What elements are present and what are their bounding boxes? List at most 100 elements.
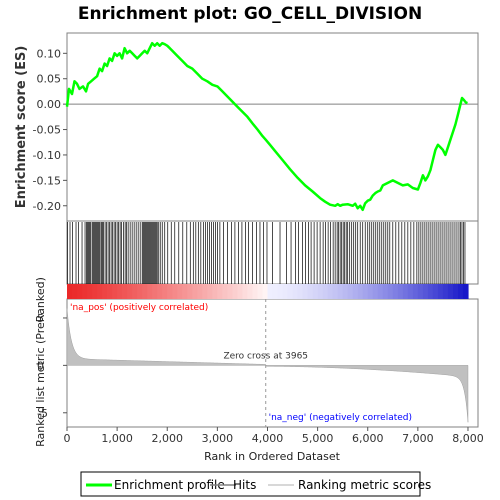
es-panel-frame — [66, 32, 479, 222]
rank-color-strip-segment — [332, 284, 339, 299]
rank-color-strip-segment — [337, 284, 344, 299]
rank-color-strip-segment — [302, 284, 309, 299]
x-axis: 0 1,000 2,000 3,000 4,000 5,000 6,000 7,000 8,00… — [64, 427, 484, 445]
hits-panel — [67, 222, 469, 299]
rank-color-strip-segment — [442, 284, 449, 299]
rank-color-strip-segment — [342, 284, 349, 299]
rank-color-strip-segment — [372, 284, 379, 299]
rank-color-strip-segment — [432, 284, 439, 299]
rank-panel: 5 0 -5 Zero cross at 3965 'na_pos' (positive… — [37, 299, 469, 427]
x-tick-label: 5,000 — [302, 432, 334, 445]
rank-color-strip-segment — [232, 284, 239, 299]
rank-color-strip-segment — [282, 284, 289, 299]
rank-color-strip-segment — [117, 284, 123, 299]
zero-cross-label: Zero cross at 3965 — [223, 351, 308, 361]
es-axis-label: Enrichment score (ES) — [14, 46, 29, 209]
rank-color-strip-segment — [237, 284, 244, 299]
rank-color-strip-segment — [352, 284, 359, 299]
es-panel: 0.10 0.05 0.00 -0.05 -0.10 -0.15 -0.20 — [33, 41, 478, 213]
rank-color-strip-segment — [307, 284, 314, 299]
rank-ytick-label: 5 — [37, 312, 44, 325]
rank-color-strip-segment — [207, 284, 213, 299]
rank-color-strip-segment — [82, 284, 88, 299]
rank-color-strip-segment — [262, 284, 269, 299]
rank-color-strip-segment — [347, 284, 354, 299]
rank-color-strip-segment — [167, 284, 173, 299]
rank-color-strip-segment — [137, 284, 143, 299]
x-tick-label: 8,000 — [452, 432, 484, 445]
es-ytick-label: -0.15 — [33, 174, 61, 187]
x-tick-label: 2,000 — [151, 432, 183, 445]
rank-color-strip-segment — [112, 284, 118, 299]
rank-color-strip-segment — [382, 284, 389, 299]
es-ytick-label: -0.05 — [33, 124, 61, 137]
rank-color-strip-segment — [317, 284, 324, 299]
rank-color-strip-segment — [212, 284, 218, 299]
rank-color-strip-segment — [147, 284, 153, 299]
rank-color-strip-segment — [437, 284, 444, 299]
rank-color-strip-segment — [132, 284, 138, 299]
rank-color-strip-segment — [92, 284, 98, 299]
rank-color-strip-segment — [217, 284, 223, 299]
es-ytick-label: 0.05 — [37, 73, 62, 86]
rank-color-strip-segment — [187, 284, 193, 299]
rank-color-strip-segment — [447, 284, 454, 299]
rank-color-strip-segment — [122, 284, 128, 299]
rank-color-strip-segment — [357, 284, 364, 299]
x-tick-label: 4,000 — [252, 432, 284, 445]
negative-correlation-label: 'na_neg' (negatively correlated) — [269, 413, 412, 423]
rank-color-strip-segment — [227, 284, 234, 299]
legend-label: Hits — [233, 478, 256, 492]
rank-color-strip-segment — [362, 284, 369, 299]
legend-label: Ranking metric scores — [298, 478, 431, 492]
rank-color-strip-segment — [77, 284, 83, 299]
rank-color-strip-segment — [417, 284, 424, 299]
ranking-metric-area — [66, 308, 469, 423]
x-tick-label: 6,000 — [352, 432, 384, 445]
legend-box — [80, 471, 421, 497]
rank-color-strip-segment — [107, 284, 113, 299]
rank-color-strip-segment — [87, 284, 93, 299]
rank-color-strip-segment — [127, 284, 133, 299]
rank-color-strip-segment — [462, 284, 469, 299]
legend-label: Enrichment profile — [114, 478, 225, 492]
rank-ytick-label: 0 — [37, 359, 44, 372]
rank-color-strip-segment — [297, 284, 304, 299]
rank-color-strip-segment — [72, 284, 78, 299]
rank-color-strip-segment — [157, 284, 163, 299]
rank-axis-label: Ranked list metric (PreRanked) — [34, 277, 47, 447]
rank-color-strip-segment — [162, 284, 168, 299]
rank-color-strip-segment — [457, 284, 464, 299]
es-ytick-label: -0.20 — [33, 200, 61, 213]
rank-color-strip-segment — [142, 284, 148, 299]
rank-color-strip-segment — [292, 284, 299, 299]
rank-color-strip-segment — [322, 284, 329, 299]
rank-color-strip-segment — [172, 284, 178, 299]
legend: Enrichment profile Hits Ranking metric sco… — [86, 478, 431, 492]
rank-color-strip-segment — [272, 284, 279, 299]
rank-color-strip-segment — [102, 284, 108, 299]
rank-color-strip-segment — [152, 284, 158, 299]
rank-color-strip-segment — [97, 284, 103, 299]
rank-color-strip-segment — [412, 284, 419, 299]
rank-color-strip-segment — [397, 284, 404, 299]
rank-color-strip-segment — [277, 284, 284, 299]
x-tick-label: 7,000 — [402, 432, 434, 445]
enrichment-profile-line — [65, 41, 468, 212]
rank-color-strip-segment — [377, 284, 384, 299]
rank-ytick-label: -5 — [37, 407, 48, 420]
x-axis-label: Rank in Ordered Dataset — [204, 450, 341, 463]
x-tick-label: 3,000 — [202, 432, 234, 445]
rank-color-strip-segment — [392, 284, 399, 299]
rank-color-strip-segment — [192, 284, 198, 299]
chart-title: Enrichment plot: GO_CELL_DIVISION — [78, 4, 422, 24]
rank-color-strip-segment — [67, 284, 73, 299]
rank-color-strip-segment — [247, 284, 254, 299]
es-ytick-label: 0.10 — [37, 47, 62, 60]
rank-color-strip-segment — [407, 284, 414, 299]
rank-color-strip-segment — [242, 284, 249, 299]
rank-color-strip-segment — [422, 284, 429, 299]
rank-color-strip-segment — [452, 284, 459, 299]
